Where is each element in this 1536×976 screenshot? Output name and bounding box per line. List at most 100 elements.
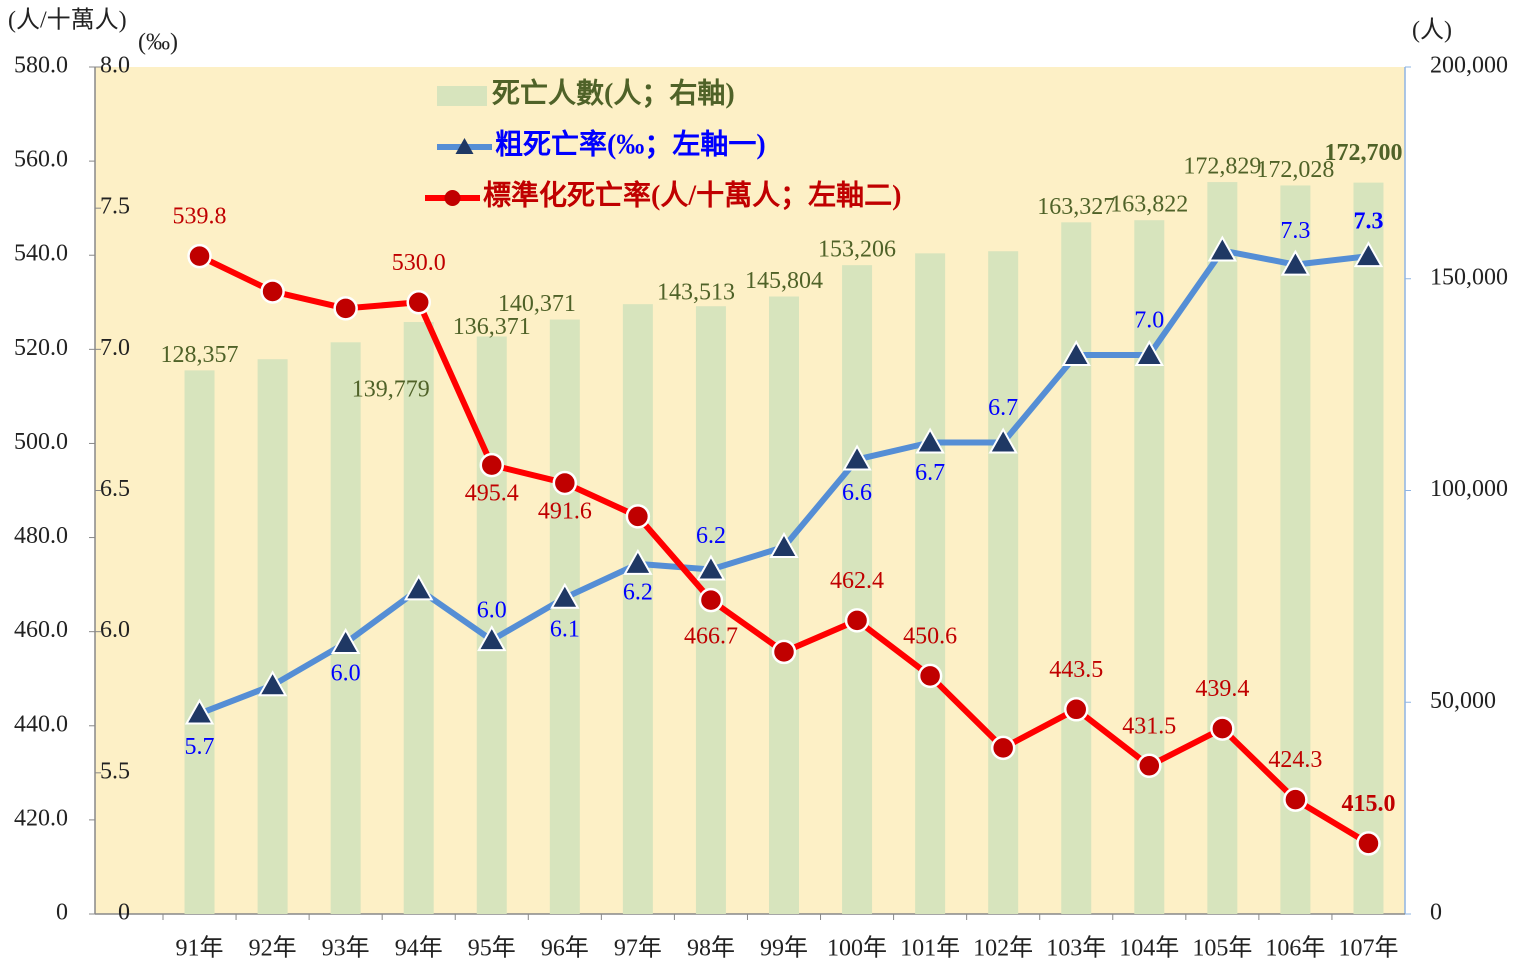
y2-tick-label: 150,000 [1430,264,1508,290]
data-label: 143,513 [657,280,735,306]
legend-marker [444,190,461,206]
y-tick-label: 7.5 [100,194,130,220]
y-tick-label: 8.0 [100,53,130,79]
marker [477,625,507,652]
data-label: 163,822 [1110,192,1188,218]
marker [625,504,651,529]
y3-tick-label: 460.0 [14,617,68,643]
data-label: 491.6 [538,498,592,524]
y-tick-label: 5.5 [100,758,130,784]
data-label: 431.5 [1122,713,1176,739]
bar [988,251,1019,914]
marker [1283,787,1308,812]
data-label: 140,371 [498,291,576,317]
x-tick-label: 96年 [541,935,589,962]
marker [990,735,1016,761]
y3-tick-label: 540.0 [14,241,68,267]
data-label: 7.3 [1353,209,1383,235]
x-tick-label: 99年 [760,935,808,962]
marker [1063,697,1089,722]
x-tick-label: 93年 [322,935,370,962]
data-label: 530.0 [392,250,446,276]
marker [698,587,724,613]
x-tick-label: 107年 [1338,935,1398,962]
y2-tick-label: 50,000 [1430,688,1496,714]
marker [1137,753,1162,779]
marker [988,427,1018,454]
x-tick-label: 101年 [900,935,960,962]
y3-tick-label: 500.0 [14,429,68,455]
x-tick-label: 97年 [614,935,662,962]
marker [550,582,580,609]
y-axis-label: (‰) [138,30,178,56]
bar [1207,182,1238,914]
data-label: 415.0 [1341,791,1395,817]
marker [1280,249,1311,276]
data-label: 539.8 [173,204,227,230]
marker [406,290,431,315]
data-label: 439.4 [1195,676,1249,702]
x-tick-label: 105年 [1192,935,1252,962]
data-label: 6.1 [550,616,580,642]
marker [844,608,870,633]
data-label: 172,028 [1256,157,1334,183]
y3-tick-label: 420.0 [14,805,68,831]
bar [842,265,873,914]
marker [1210,716,1235,741]
plot-background [95,67,1405,914]
marker [260,279,285,304]
bar [1353,182,1384,915]
data-label: 172,700 [1324,140,1402,166]
legend-label: 標準化死亡率(人/十萬人；左軸二) [483,178,901,211]
bar [257,359,288,915]
marker [842,444,872,471]
data-label: 163,327 [1037,194,1115,220]
bar [769,296,799,915]
legend-marker [455,138,474,154]
marker [1356,831,1381,856]
data-label: 145,804 [745,268,823,294]
data-label: 6.7 [988,395,1018,421]
marker [257,670,288,697]
marker [1134,339,1165,366]
marker [187,243,212,269]
data-label: 466.7 [684,624,738,650]
marker [1207,235,1238,262]
data-label: 443.5 [1049,657,1103,683]
marker [333,296,358,321]
data-label: 6.0 [331,660,361,686]
y-tick-label: 0 [118,900,130,926]
data-label: 7.3 [1280,218,1310,244]
data-label: 6.6 [842,480,872,506]
data-label: 153,206 [818,237,896,263]
x-tick-label: 98年 [687,935,735,962]
marker [771,639,797,665]
legend-label: 死亡人數(人；右軸) [492,77,735,109]
data-label: 6.2 [696,523,726,549]
bar [622,304,653,914]
x-tick-label: 92年 [249,935,297,962]
marker [552,470,578,496]
data-label: 172,829 [1183,154,1261,180]
y-tick-label: 6.0 [100,617,130,643]
data-label: 6.2 [623,579,653,605]
legend-label: 粗死亡率(‰；左軸一) [495,127,766,160]
y2-tick-label: 200,000 [1430,53,1508,79]
x-tick-label: 104年 [1119,935,1179,962]
y3-axis-label: (人/十萬人) [8,7,127,34]
data-label: 5.7 [185,734,215,760]
y2-axis-label: (人) [1412,18,1452,44]
marker [696,554,726,581]
marker [184,698,215,725]
x-tick-label: 103年 [1046,935,1106,962]
y3-tick-label: 580.0 [14,53,68,79]
y2-tick-label: 0 [1430,900,1442,926]
x-tick-label: 106年 [1265,935,1325,962]
data-label: 495.4 [465,481,519,507]
bar [403,322,434,914]
data-label: 424.3 [1268,747,1322,773]
marker [330,627,361,654]
marker [769,531,799,558]
marker [403,574,434,601]
